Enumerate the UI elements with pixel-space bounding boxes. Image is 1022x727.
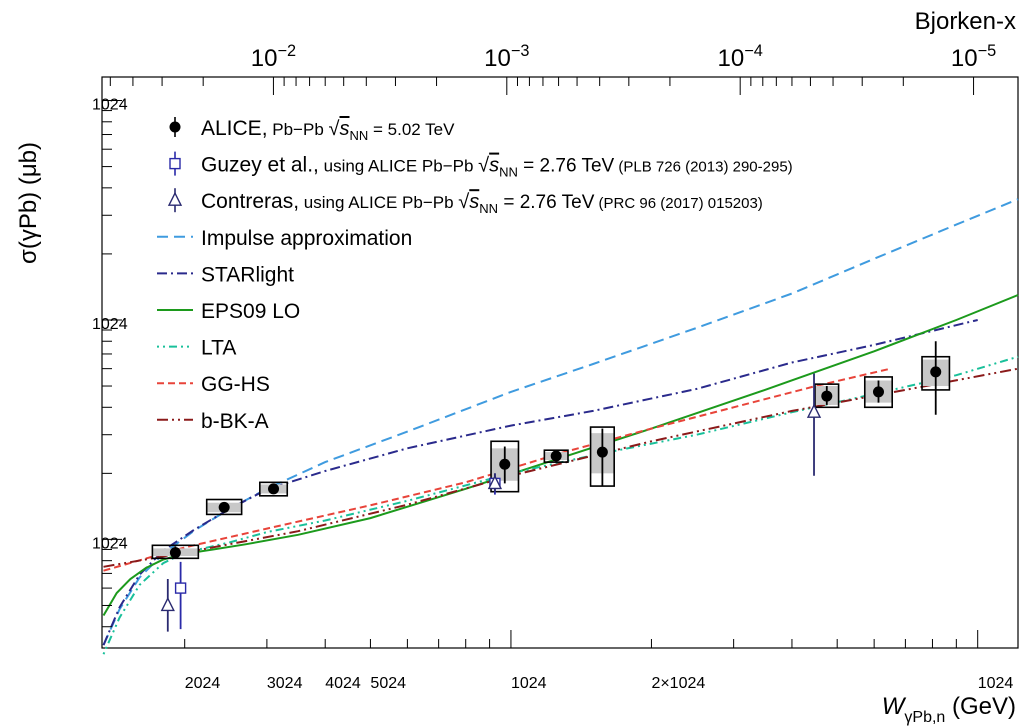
svg-text:5024: 5024 (370, 675, 406, 692)
alice-point (596, 446, 608, 458)
legend-entry: Contreras, using ALICE Pb−Pb √sNN = 2.76… (167, 188, 763, 216)
legend-entry: EPS09 LO (157, 300, 300, 323)
alice-point (550, 450, 562, 462)
alice-point (821, 390, 833, 402)
legend-alice-marker (169, 121, 181, 133)
legend-label: ALICE, Pb−Pb √sNN = 5.02 TeV (201, 117, 455, 143)
legend-entry: GG-HS (157, 373, 270, 396)
legend-label: Guzey et al., using ALICE Pb−Pb √sNN = 2… (201, 154, 793, 180)
legend-entry: STARlight (157, 263, 294, 286)
y-axis-title: σ(γPb) (μb) (15, 142, 42, 264)
svg-text:1024: 1024 (92, 316, 128, 333)
alice-sys-box (543, 449, 569, 463)
contreras-point (806, 403, 822, 418)
contreras-point (160, 596, 175, 612)
top-tick-label: 10−5 (951, 42, 996, 72)
legend-label: STARlight (201, 263, 294, 286)
legend-label: LTA (201, 337, 236, 360)
legend-label: b-BK-A (201, 410, 269, 433)
plot-frame (101, 76, 1019, 649)
x-axis-title: WγPb,n (GeV) (882, 693, 1016, 726)
alice-sys-box (259, 481, 289, 497)
legend-label: Contreras, using ALICE Pb−Pb √sNN = 2.76… (201, 190, 763, 216)
alice-sys-box (205, 498, 243, 516)
svg-text:2×1024: 2×1024 (651, 675, 705, 692)
svg-text:3024: 3024 (267, 675, 303, 692)
alice-point (930, 366, 942, 378)
legend-label: EPS09 LO (201, 300, 300, 323)
alice-sys-box (863, 376, 894, 409)
curve-eps09 (102, 294, 1019, 617)
top-tick-label: 10−4 (718, 42, 763, 72)
legend-entry: LTA (157, 337, 236, 360)
legend-entry: Guzey et al., using ALICE Pb−Pb √sNN = 2… (169, 151, 793, 180)
alice-point (872, 386, 884, 398)
top-axis-title: Bjorken-x (915, 8, 1016, 35)
alice-sys-box (490, 440, 520, 493)
svg-text:4024: 4024 (325, 675, 361, 692)
alice-point (218, 501, 230, 513)
alice-point (268, 483, 280, 495)
top-tick-label: 10−2 (251, 42, 296, 72)
legend-entry: Impulse approximation (157, 227, 412, 250)
legend: ALICE, Pb−Pb √sNN = 5.02 TeV Guzey et al.… (157, 117, 793, 433)
svg-text:1024: 1024 (92, 97, 128, 114)
svg-text:1024: 1024 (92, 535, 128, 552)
legend-label: Impulse approximation (201, 227, 412, 250)
top-tick-label: 10−3 (484, 42, 529, 72)
svg-text:2024: 2024 (185, 675, 221, 692)
alice-sys-box (814, 383, 840, 409)
alice-point (169, 547, 181, 559)
svg-text:1024: 1024 (978, 675, 1014, 692)
legend-contreras-marker (167, 191, 183, 206)
data-points (151, 341, 951, 632)
curve-starlight (102, 319, 978, 646)
axes: 2024 3024 4024 5024 1024 2×1024 1024 1024 1024 10… (15, 8, 1016, 726)
legend-guzey-marker (169, 157, 181, 170)
guzey-point (174, 582, 187, 594)
legend-entry: ALICE, Pb−Pb √sNN = 5.02 TeV (169, 117, 455, 143)
contreras-point (487, 474, 503, 490)
legend-label: GG-HS (201, 373, 270, 396)
alice-point (499, 458, 511, 470)
legend-entry: b-BK-A (157, 410, 269, 433)
svg-text:1024: 1024 (511, 675, 547, 692)
